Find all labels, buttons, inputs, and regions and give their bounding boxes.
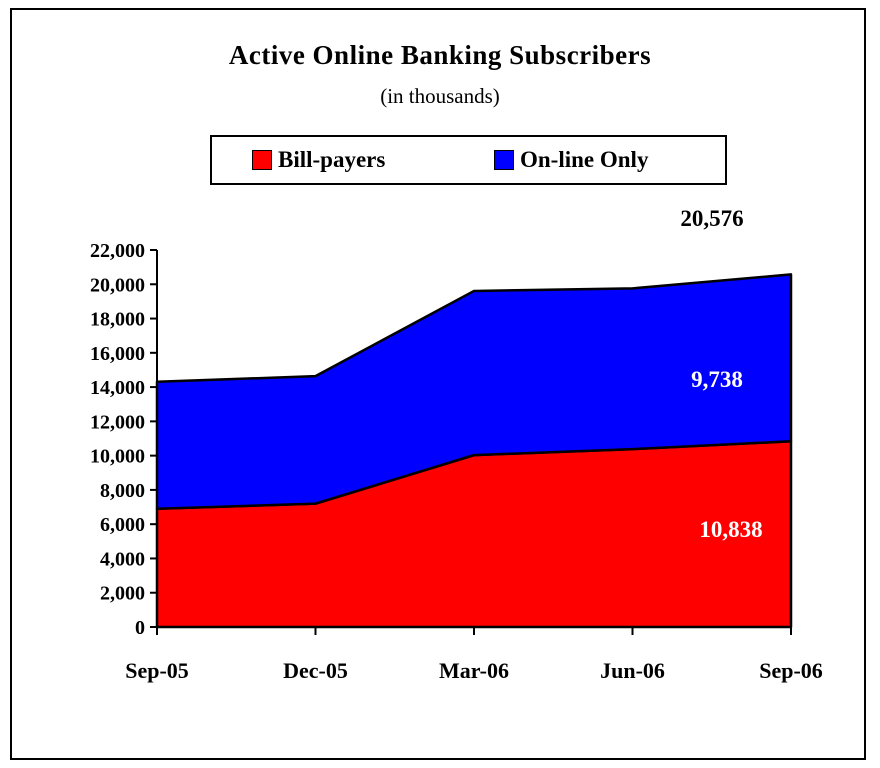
legend: Bill-payers On-line Only bbox=[210, 135, 727, 185]
y-tick-label: 8,000 bbox=[100, 480, 145, 502]
x-tick-label: Sep-06 bbox=[759, 658, 823, 683]
y-tick-label: 10,000 bbox=[90, 446, 145, 468]
chart-subtitle: (in thousands) bbox=[380, 84, 500, 108]
chart-title: Active Online Banking Subscribers bbox=[228, 40, 652, 70]
bill-payers-label: 10,838 bbox=[699, 517, 762, 542]
y-tick-label: 0 bbox=[135, 617, 145, 639]
total-label: 20,576 bbox=[680, 206, 743, 231]
y-tick-label: 16,000 bbox=[90, 343, 145, 365]
y-tick-label: 20,000 bbox=[90, 274, 145, 296]
online-only-label: 9,738 bbox=[691, 367, 743, 392]
legend-item-bill-payers: Bill-payers bbox=[252, 147, 385, 173]
legend-label-online-only: On-line Only bbox=[520, 147, 649, 172]
y-tick-label: 14,000 bbox=[90, 377, 145, 399]
y-tick-label: 4,000 bbox=[100, 548, 145, 570]
legend-swatch-bill-payers bbox=[252, 150, 272, 170]
y-tick-label: 18,000 bbox=[90, 309, 145, 331]
x-tick-label: Mar-06 bbox=[439, 658, 509, 683]
legend-item-online-only: On-line Only bbox=[494, 147, 648, 173]
x-tick-label: Dec-05 bbox=[283, 658, 348, 683]
y-tick-label: 22,000 bbox=[90, 240, 145, 262]
x-tick-label: Jun-06 bbox=[600, 658, 665, 683]
legend-label-bill-payers: Bill-payers bbox=[278, 147, 386, 172]
y-tick-label: 6,000 bbox=[100, 514, 145, 536]
chart-frame bbox=[10, 8, 866, 760]
legend-swatch-online-only bbox=[494, 150, 514, 170]
x-tick-label: Sep-05 bbox=[125, 658, 189, 683]
y-tick-label: 12,000 bbox=[90, 411, 145, 433]
y-tick-label: 2,000 bbox=[100, 583, 145, 605]
area-on-line-only bbox=[155, 273, 793, 511]
